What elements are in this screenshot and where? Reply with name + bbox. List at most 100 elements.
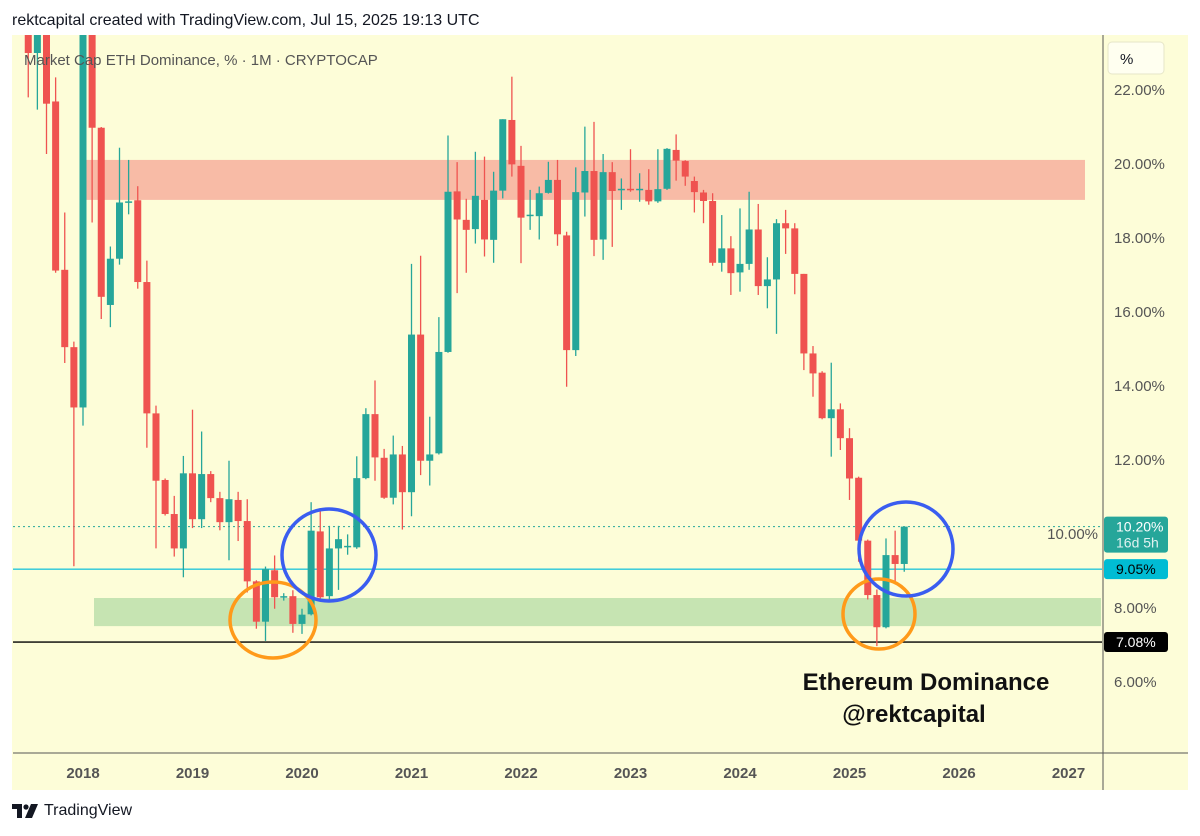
candle-body	[335, 539, 342, 549]
candle-body	[672, 149, 680, 161]
candle-body	[900, 526, 908, 564]
candle-body	[855, 477, 863, 541]
candle-body	[846, 438, 853, 479]
candle-body	[727, 248, 735, 274]
candle	[453, 162, 461, 294]
candle	[398, 445, 406, 530]
unit-button-label[interactable]: %	[1120, 51, 1133, 68]
last-price-countdown: 16d 5h	[1116, 535, 1159, 551]
candle-body	[170, 514, 178, 549]
candle-body	[97, 127, 105, 297]
last-price-label-bg	[1104, 516, 1168, 553]
candle	[262, 566, 269, 641]
candle	[700, 189, 707, 224]
level-cyan-label: 9.05%	[1116, 561, 1156, 577]
candle	[335, 525, 342, 590]
x-tick-label: 2027	[1052, 765, 1085, 782]
candle	[70, 341, 78, 567]
tradingview-brand: TradingView	[44, 802, 133, 819]
candle	[581, 126, 589, 217]
candle	[800, 273, 808, 371]
annotation-handle: @rektcapital	[842, 701, 985, 728]
orange-circle-2025-low	[841, 577, 917, 651]
candle-body	[526, 214, 534, 217]
candle	[106, 246, 114, 328]
candle	[216, 491, 224, 531]
candle	[608, 162, 616, 247]
candle-body	[654, 189, 662, 202]
candle	[189, 409, 196, 529]
candle-body	[262, 569, 269, 622]
candle	[426, 416, 434, 486]
candle	[791, 223, 799, 295]
candle-body	[891, 555, 899, 564]
candle	[170, 495, 178, 557]
candle	[289, 590, 297, 633]
candle	[97, 127, 105, 320]
candle-body	[481, 199, 488, 240]
candle-body	[544, 179, 552, 193]
candle	[754, 203, 762, 295]
candle-body	[873, 595, 881, 628]
candle	[316, 508, 324, 601]
candle-body	[243, 521, 251, 582]
candle-body	[198, 474, 206, 520]
candle-body	[325, 548, 333, 597]
candle	[690, 176, 698, 213]
candle	[672, 134, 680, 181]
candle	[499, 119, 507, 199]
x-tick-label: 2026	[942, 765, 975, 782]
level-cyan-label-bg	[1104, 559, 1168, 580]
candle	[563, 231, 571, 387]
y-tick-label: 14.00%	[1114, 378, 1165, 395]
time-axis[interactable]: 2018 2019 2020 2021 2022 2023 2024 2025 2026 2027	[66, 765, 1085, 782]
candle	[24, 35, 32, 98]
candle	[517, 145, 525, 264]
candle-body	[189, 473, 196, 520]
candle	[590, 121, 598, 257]
tradingview-footer[interactable]: TradingView	[12, 802, 132, 820]
candle-body	[371, 414, 379, 458]
unit-button[interactable]: %	[1107, 41, 1165, 75]
level-black-label-bg	[1104, 632, 1168, 653]
candle	[554, 159, 561, 246]
y-tick-label: 10.00%	[1047, 526, 1098, 543]
price-axis[interactable]: 6.00% 8.00% 10.00% 12.00% 14.00% 16.00% 18.00%…	[1047, 82, 1165, 691]
candle	[836, 403, 844, 451]
y-tick-label: 20.00%	[1114, 156, 1165, 173]
candle-body	[763, 279, 771, 287]
chart-header: rektcapital created with TradingView.com…	[12, 12, 480, 29]
candle	[508, 76, 516, 177]
candle	[718, 215, 726, 272]
candle	[782, 209, 790, 254]
x-tick-label: 2020	[285, 765, 318, 782]
candle-body	[216, 498, 224, 523]
candle-body	[554, 179, 561, 235]
x-tick-label: 2023	[614, 765, 647, 782]
candle	[125, 159, 133, 215]
candle-body	[617, 188, 625, 191]
blue-circle-2025-breakout	[857, 500, 955, 598]
candle	[864, 539, 872, 600]
candle	[52, 77, 60, 273]
y-tick-label: 18.00%	[1114, 230, 1165, 247]
candle	[481, 156, 488, 257]
candle-body	[280, 596, 288, 598]
candle	[663, 148, 671, 190]
candle	[462, 198, 470, 273]
candle-body	[380, 457, 388, 498]
candle-body	[791, 228, 799, 274]
candle-body	[800, 273, 808, 354]
candle-body	[462, 219, 470, 230]
candle	[61, 212, 69, 364]
candle-body	[207, 474, 215, 499]
candle-body	[690, 181, 698, 193]
orange-circle-2019-low	[228, 580, 318, 660]
candle-body	[836, 409, 844, 439]
candle	[645, 169, 653, 205]
blue-circle-2020-breakout	[280, 507, 378, 603]
candle-body	[134, 200, 142, 283]
candle	[846, 428, 853, 500]
candle	[827, 362, 835, 457]
